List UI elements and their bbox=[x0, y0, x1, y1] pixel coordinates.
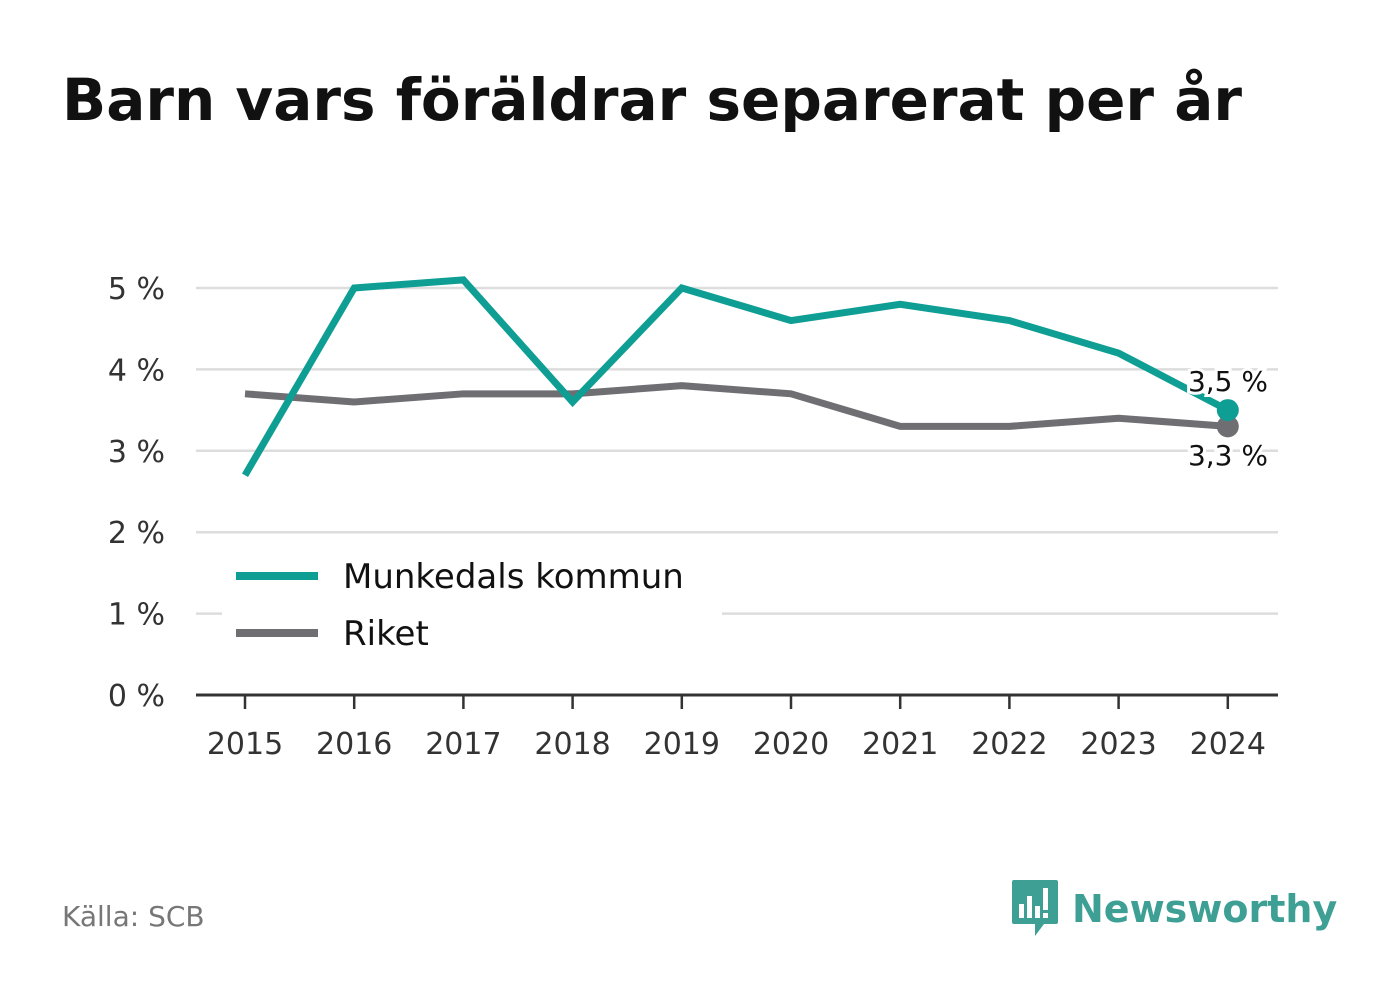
legend: Munkedals kommun Riket bbox=[222, 548, 722, 656]
y-tick-label: 1 % bbox=[108, 598, 165, 633]
end-value-label: 3,5 % bbox=[1188, 365, 1268, 398]
y-axis-ticks: 0 % 1 % 2 % 3 % 4 % 5 % bbox=[108, 272, 165, 714]
y-tick-label: 4 % bbox=[108, 353, 165, 388]
source-note: Källa: SCB bbox=[62, 900, 205, 933]
series-line bbox=[244, 382, 1229, 430]
series-line bbox=[241, 276, 1230, 477]
y-tick-label: 0 % bbox=[108, 679, 165, 714]
y-tick-label: 5 % bbox=[108, 272, 165, 307]
series-end-point bbox=[1216, 399, 1239, 422]
x-axis: 2015 2016 2017 2018 2019 2020 2021 2022 2023 2024 bbox=[196, 693, 1278, 762]
end-labels: 3,5 % 3,3 % bbox=[1185, 362, 1271, 475]
series-lines bbox=[241, 276, 1239, 477]
newsworthy-logo-icon bbox=[1012, 880, 1058, 936]
x-tick-label: 2020 bbox=[753, 727, 829, 762]
legend-background bbox=[222, 548, 722, 656]
x-tick-label: 2024 bbox=[1190, 727, 1266, 762]
y-tick-label: 3 % bbox=[108, 435, 165, 470]
x-tick-label: 2017 bbox=[425, 727, 501, 762]
chart-title: Barn vars föräldrar separerat per år bbox=[62, 66, 1242, 134]
x-tick-label: 2023 bbox=[1080, 727, 1156, 762]
x-tick-label: 2022 bbox=[971, 727, 1047, 762]
series-end-point bbox=[1216, 415, 1239, 438]
legend-label: Munkedals kommun bbox=[343, 557, 684, 597]
x-tick-label: 2021 bbox=[862, 727, 938, 762]
x-tick-label: 2018 bbox=[534, 727, 610, 762]
x-tick-label: 2019 bbox=[644, 727, 720, 762]
x-tick-label: 2016 bbox=[316, 727, 392, 762]
end-value-label: 3,3 % bbox=[1188, 439, 1268, 472]
legend-label: Riket bbox=[343, 614, 429, 654]
brand-name: Newsworthy bbox=[1072, 887, 1338, 931]
x-tick-label: 2015 bbox=[207, 727, 283, 762]
y-tick-label: 2 % bbox=[108, 516, 165, 551]
brand-logo: Newsworthy bbox=[1010, 876, 1337, 942]
